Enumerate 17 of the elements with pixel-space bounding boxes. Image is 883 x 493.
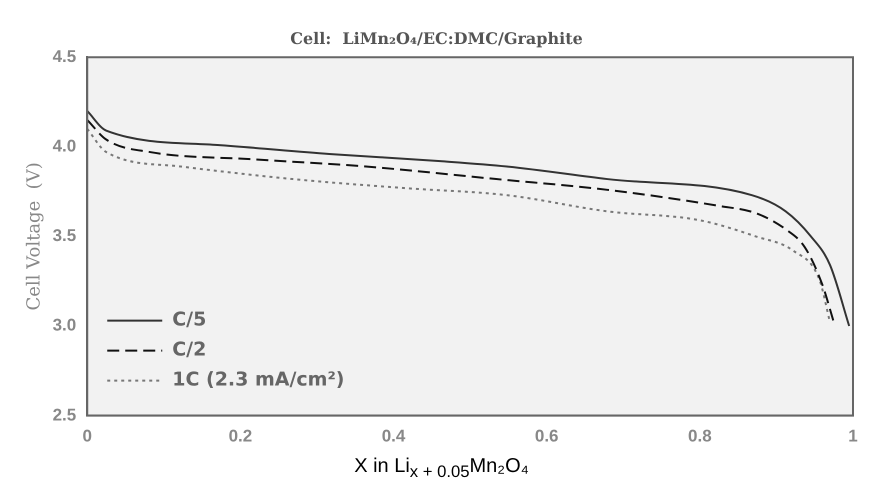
- legend-label: C/2: [172, 338, 206, 361]
- y-tick-label: 4.0: [52, 136, 76, 156]
- y-tick-label: 3.0: [52, 316, 76, 335]
- x-axis-title: X in Li$_{x + 0.05}$Mn₂O₄: [353, 455, 530, 482]
- y-tick-label: 3.5: [52, 226, 76, 246]
- legend-label: C/5: [172, 308, 206, 331]
- chart-title: Cell: LiMn₂O₄/EC:DMC/Graphite: [290, 28, 583, 48]
- legend-label: 1C (2.3 mA/cm²): [172, 368, 344, 391]
- x-tick-label: 0.2: [228, 426, 252, 446]
- x-tick-label: 0.4: [382, 426, 406, 446]
- y-tick-label: 2.5: [52, 405, 76, 424]
- y-axis-title: Cell Voltage (V): [23, 162, 44, 311]
- x-tick-label: 0.6: [534, 426, 559, 446]
- x-tick-label: 0: [82, 426, 92, 446]
- y-tick-label: 4.5: [52, 46, 76, 66]
- x-tick-label: 0.8: [688, 426, 712, 446]
- x-tick-label: 1: [848, 426, 858, 446]
